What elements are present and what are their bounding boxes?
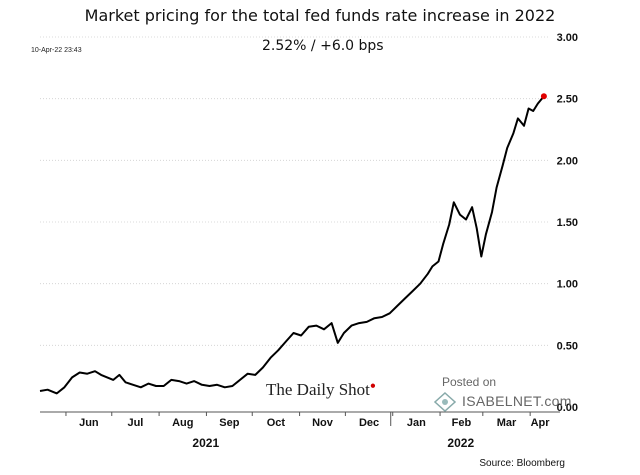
grid-lines bbox=[40, 36, 550, 346]
x-tick-label: Mar bbox=[497, 417, 517, 429]
y-tick-label: 2.50 bbox=[557, 94, 578, 106]
x-tick-label: Aug bbox=[172, 417, 193, 429]
x-tick-label: Oct bbox=[267, 417, 286, 429]
isabelnet-logo-icon bbox=[434, 392, 456, 412]
x-tick-label: Jul bbox=[127, 417, 143, 429]
current-value-label: 2.52% / +6.0 bps bbox=[262, 38, 384, 54]
axes bbox=[40, 411, 560, 426]
isabelnet-label: ISABELNET.com bbox=[462, 393, 572, 409]
y-tick-label: 2.00 bbox=[557, 155, 578, 167]
chart-timestamp: 10-Apr-22 23:43 bbox=[31, 47, 82, 54]
year-label-2021: 2021 bbox=[192, 436, 220, 450]
source-note: Source: Bloomberg bbox=[479, 458, 565, 469]
daily-shot-logo: The Daily Shot● bbox=[266, 380, 376, 399]
y-tick-label: 0.50 bbox=[557, 340, 578, 352]
x-tick-label: Jan bbox=[407, 417, 426, 429]
series bbox=[39, 93, 547, 395]
chart-title: Market pricing for the total fed funds r… bbox=[84, 6, 556, 25]
y-tick-label: 3.00 bbox=[557, 32, 578, 44]
x-tick-label: Nov bbox=[312, 417, 334, 429]
series-line bbox=[39, 95, 545, 395]
x-tick-label: Jun bbox=[79, 417, 99, 429]
x-tick-label: Sep bbox=[219, 417, 239, 429]
year-label-2022: 2022 bbox=[447, 436, 475, 450]
x-tick-label: Feb bbox=[452, 417, 472, 429]
y-tick-label: 0.00 bbox=[557, 402, 578, 414]
y-tick-label: 1.00 bbox=[557, 279, 578, 291]
latest-value-point bbox=[540, 93, 547, 100]
x-tick-label: Apr bbox=[531, 417, 551, 429]
x-tick-label: Dec bbox=[359, 417, 379, 429]
tick-labels: 0.00 0.50 1.00 1.50 2.00 2.50 3.00 Jun Jul Aug Sep… bbox=[79, 32, 578, 429]
y-tick-label: 1.50 bbox=[557, 217, 578, 229]
posted-on-label: Posted on bbox=[442, 375, 497, 389]
